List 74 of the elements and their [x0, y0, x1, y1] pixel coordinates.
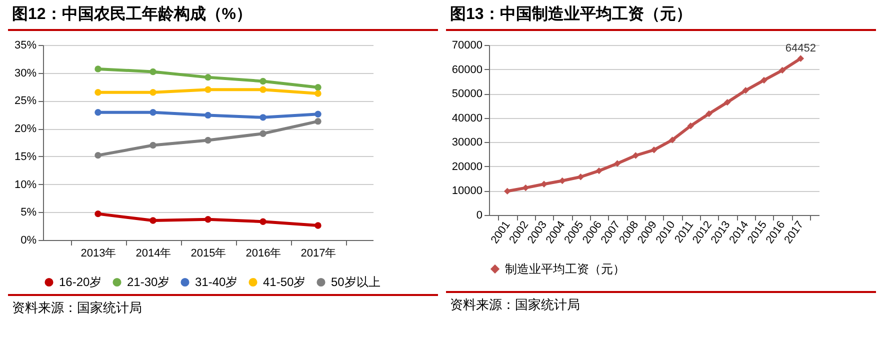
- y-tick-label: 30%: [14, 67, 37, 80]
- y-tick-label: 35%: [14, 40, 37, 52]
- y-tick-label: 0: [476, 210, 482, 222]
- point: [260, 78, 266, 85]
- point: [260, 130, 266, 137]
- point: [204, 74, 212, 81]
- point: [314, 110, 322, 118]
- y-tick-label: 25%: [14, 95, 37, 108]
- y-tick-label: 60000: [452, 64, 482, 76]
- point: [778, 66, 786, 74]
- point: [540, 180, 548, 188]
- point: [706, 110, 712, 118]
- point: [150, 109, 156, 116]
- point: [797, 55, 804, 62]
- point: [314, 84, 322, 91]
- point: [150, 142, 156, 149]
- legend-label: 16-20岁: [59, 275, 102, 290]
- x-tick-label: 2013年: [80, 248, 116, 260]
- point: [204, 216, 212, 223]
- y-tick-label: 50000: [452, 88, 482, 100]
- point: [94, 210, 102, 218]
- point: [260, 218, 266, 225]
- point: [760, 76, 768, 84]
- text: 资料来源：国家统计局: [8, 294, 438, 320]
- x-tick-label: 2016年: [246, 248, 282, 260]
- legend-label: 41-50岁: [263, 275, 306, 290]
- point: [687, 122, 694, 130]
- legend-label: 制造业平均工资（元）: [505, 262, 625, 276]
- y-tick-label: 10000: [452, 185, 482, 198]
- y-tick-label: 20%: [14, 123, 37, 136]
- point: [150, 68, 156, 76]
- y-tick-label: 0%: [20, 234, 37, 246]
- x-tick-label: 2015年: [190, 248, 226, 260]
- legend-label: 31-40岁: [195, 275, 238, 290]
- point: [577, 174, 584, 180]
- point: [558, 177, 566, 184]
- y-tick-label: 15%: [14, 150, 37, 163]
- y-tick-label: 30000: [452, 136, 482, 149]
- point: [650, 146, 658, 154]
- y-tick-label: 5%: [20, 206, 37, 219]
- point: [522, 184, 530, 192]
- point: [94, 109, 102, 116]
- point: [314, 222, 322, 229]
- point: [724, 98, 731, 106]
- point: [314, 118, 322, 125]
- point: [260, 86, 266, 93]
- point: [204, 86, 212, 93]
- text: 资料来源：国家统计局: [446, 291, 876, 317]
- point: [596, 167, 602, 174]
- point: [504, 188, 511, 195]
- point: [94, 89, 102, 96]
- y-tick-label: 20000: [452, 160, 482, 173]
- point: [204, 136, 212, 144]
- y-tick-label: 70000: [452, 40, 482, 52]
- chart-title: 图13：中国制造业平均工资（元）: [446, 0, 876, 31]
- point: [614, 160, 621, 167]
- point: [742, 87, 750, 94]
- point: [632, 152, 640, 159]
- point: [94, 152, 102, 159]
- x-tick-label: 2014年: [136, 248, 172, 260]
- chart-title: 图12：中国农民工年龄构成（%）: [8, 0, 438, 31]
- y-tick-label: 40000: [452, 112, 482, 124]
- point: [94, 66, 102, 72]
- point: [314, 90, 322, 97]
- legend-label: 50岁以上: [331, 275, 380, 290]
- y-tick-label: 10%: [14, 178, 37, 191]
- point: [204, 112, 212, 119]
- point: [150, 217, 156, 224]
- point: [150, 89, 156, 96]
- point: [260, 114, 266, 121]
- data-label: 64452: [785, 42, 816, 54]
- point: [668, 136, 676, 144]
- legend-label: 21-30岁: [127, 275, 170, 290]
- x-tick-label: 2017年: [300, 248, 336, 260]
